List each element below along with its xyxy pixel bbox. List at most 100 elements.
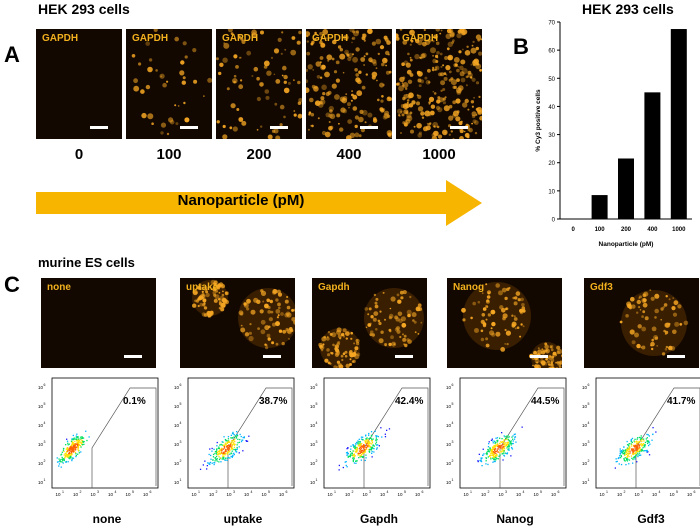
y-tick-label: 50 xyxy=(548,77,555,83)
micrograph-cells xyxy=(318,288,424,368)
x-tick-exponent: 2 xyxy=(624,490,626,494)
y-tick-exponent: 2 xyxy=(180,459,182,463)
y-tick-label: 70 xyxy=(548,21,555,27)
gate-percentage: 41.7% xyxy=(667,396,696,407)
panel-letter-c: C xyxy=(4,272,20,297)
nanoparticle-arrow xyxy=(36,180,482,226)
x-tick-label: 10 xyxy=(533,492,539,497)
y-tick-label: 10 xyxy=(582,404,587,409)
x-tick-exponent: 2 xyxy=(488,490,490,494)
y-tick-label: 10 xyxy=(310,404,315,409)
x-tick-exponent: 6 xyxy=(694,490,696,494)
y-tick-label: 10 xyxy=(310,385,315,390)
y-tick-exponent: 3 xyxy=(44,440,46,444)
y-tick-exponent: 6 xyxy=(452,383,454,387)
x-tick-label: 10 xyxy=(551,492,557,497)
micrograph-label: none xyxy=(47,282,71,293)
gate-percentage: 0.1% xyxy=(123,396,146,407)
micrograph-label: GAPDH xyxy=(132,33,169,44)
micrograph-label: Gapdh xyxy=(318,282,350,293)
y-tick-label: 10 xyxy=(310,442,315,447)
gate-percentage: 44.5% xyxy=(531,396,560,407)
x-tick-label: 1000 xyxy=(672,227,686,233)
flow-label-gdf3: Gdf3 xyxy=(637,512,665,526)
y-tick-exponent: 4 xyxy=(180,421,182,425)
y-tick-label: 10 xyxy=(174,480,179,485)
y-tick-label: 10 xyxy=(174,442,179,447)
gate xyxy=(499,387,565,488)
y-tick-label: 30 xyxy=(548,133,555,139)
x-tick-exponent: 4 xyxy=(387,490,389,494)
y-tick-label: 10 xyxy=(310,480,315,485)
micrograph-label: GAPDH xyxy=(42,33,79,44)
x-tick-label: 10 xyxy=(599,492,605,497)
x-tick-exponent: 1 xyxy=(62,490,64,494)
x-tick-label: 10 xyxy=(617,492,623,497)
y-tick-label: 10 xyxy=(446,423,451,428)
micrograph-cells xyxy=(36,29,122,139)
panel-letter-a: A xyxy=(4,42,20,67)
flow-label-nanog: Nanog xyxy=(496,512,534,526)
scale-bar xyxy=(450,126,468,129)
y-tick-label: 0 xyxy=(552,218,556,224)
y-tick-exponent: 1 xyxy=(316,478,318,482)
x-tick-label: 10 xyxy=(345,492,351,497)
flow-plot-nanog: 10 110 110 210 210 310 310 410 410 510 510 610 6 xyxy=(446,377,567,497)
gate xyxy=(91,387,157,488)
y-tick-label: 10 xyxy=(38,442,43,447)
x-tick-exponent: 6 xyxy=(286,490,288,494)
scale-bar xyxy=(360,126,378,129)
x-tick-exponent: 5 xyxy=(268,490,270,494)
bar-1000 xyxy=(670,29,687,220)
scale-bar xyxy=(180,126,198,129)
x-tick-label: 10 xyxy=(261,492,267,497)
x-tick-exponent: 5 xyxy=(540,490,542,494)
y-tick-exponent: 5 xyxy=(588,402,590,406)
plot-frame xyxy=(51,377,159,489)
y-tick-exponent: 4 xyxy=(588,421,590,425)
micrograph-cells xyxy=(216,29,302,139)
gate-percentage: 42.4% xyxy=(395,396,424,407)
scale-bar xyxy=(395,355,413,358)
x-tick-label: 10 xyxy=(415,492,421,497)
micrograph-cells xyxy=(461,282,562,368)
flow-plot-gapdh: 10 110 110 210 210 310 310 410 410 510 510 610 6 xyxy=(310,377,431,497)
y-tick-exponent: 3 xyxy=(316,440,318,444)
y-tick-label: 10 xyxy=(582,423,587,428)
y-tick-label: 10 xyxy=(174,404,179,409)
concentration-100: 100 xyxy=(156,146,182,163)
micrograph-label: Nanog xyxy=(453,282,485,293)
gate xyxy=(227,387,293,488)
gate xyxy=(635,387,700,488)
micrograph-label: GAPDH xyxy=(222,33,259,44)
y-tick-exponent: 6 xyxy=(316,383,318,387)
x-tick-label: 10 xyxy=(516,492,522,497)
x-axis-label: Nanoparticle (pM) xyxy=(599,241,654,248)
scale-bar xyxy=(530,355,548,358)
y-tick-label: 10 xyxy=(174,385,179,390)
es-micrograph-gdf3: Gdf3 xyxy=(584,278,699,368)
micrograph-gapdh-200: GAPDH xyxy=(216,29,302,139)
panel-a-title: HEK 293 cells xyxy=(38,1,130,17)
panel-letter-b: B xyxy=(513,34,529,59)
gate-percentage: 38.7% xyxy=(259,396,288,407)
x-tick-label: 10 xyxy=(125,492,131,497)
y-tick-label: 10 xyxy=(38,480,43,485)
y-tick-exponent: 5 xyxy=(180,402,182,406)
plot-frame xyxy=(187,377,295,489)
concentration-200: 200 xyxy=(246,146,272,163)
y-tick-label: 10 xyxy=(446,404,451,409)
x-tick-exponent: 5 xyxy=(404,490,406,494)
flow-plot-gdf3: 10 110 110 210 210 310 310 410 410 510 510 610 6 xyxy=(582,377,700,497)
y-tick-label: 10 xyxy=(582,480,587,485)
es-micrograph-gapdh: Gapdh xyxy=(312,278,427,368)
micrograph-gapdh-0: GAPDH xyxy=(36,29,122,139)
x-tick-label: 10 xyxy=(55,492,61,497)
micrograph-label: Gdf3 xyxy=(590,282,613,293)
micrograph-label: uptake xyxy=(186,282,219,293)
x-tick-exponent: 4 xyxy=(115,490,117,494)
y-tick-label: 40 xyxy=(548,105,555,111)
x-tick-label: 10 xyxy=(143,492,149,497)
x-tick-exponent: 3 xyxy=(641,490,643,494)
x-tick-label: 10 xyxy=(634,492,640,497)
